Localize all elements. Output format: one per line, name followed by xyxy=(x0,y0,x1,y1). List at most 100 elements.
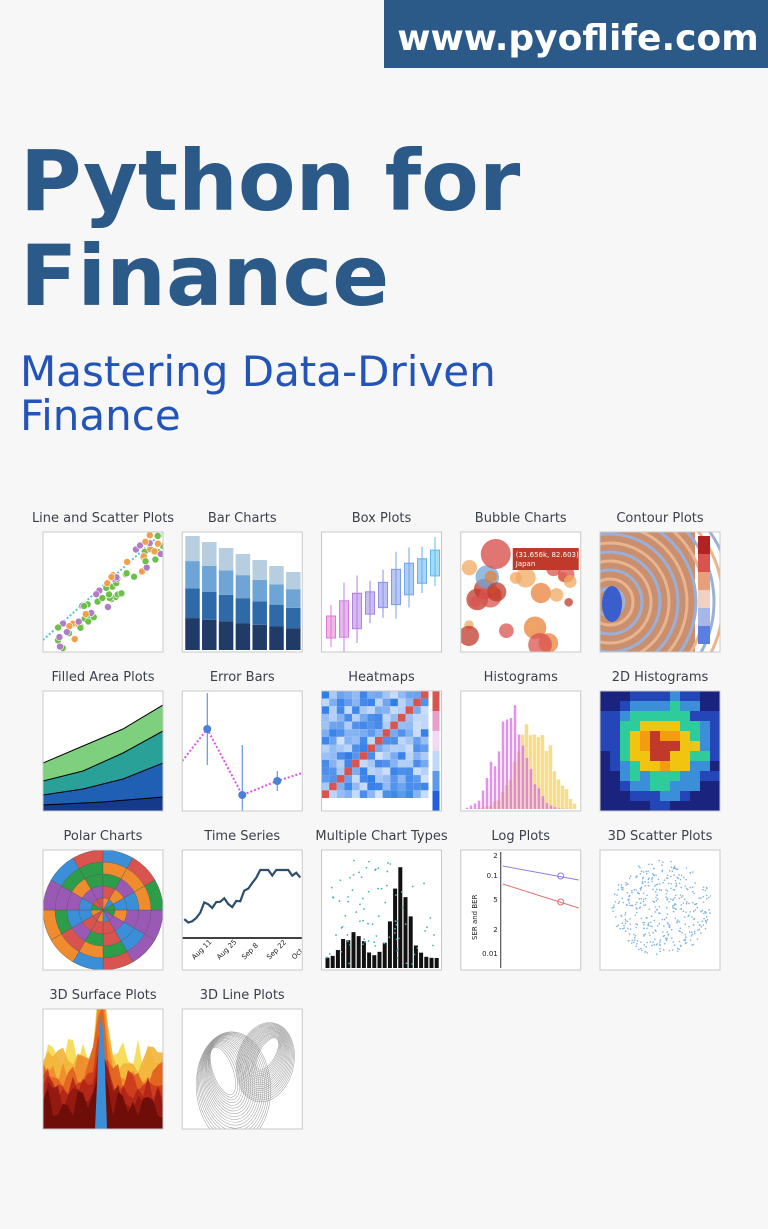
hist-bar xyxy=(549,805,553,809)
heat-cell xyxy=(321,782,330,791)
dot xyxy=(639,873,642,875)
heat-cell xyxy=(321,713,330,722)
heat-cell xyxy=(375,752,383,760)
dot xyxy=(689,871,692,874)
bar-segment xyxy=(252,601,267,625)
dot xyxy=(663,925,665,928)
dot xyxy=(692,910,695,913)
thumbnail-border xyxy=(181,690,303,812)
heat-cell xyxy=(382,752,391,760)
bubble xyxy=(487,582,507,602)
dot xyxy=(675,882,677,885)
dot xyxy=(361,897,364,900)
dot xyxy=(388,936,391,939)
dot xyxy=(84,617,93,626)
heat-cell xyxy=(413,752,421,760)
dot xyxy=(684,923,687,926)
trajectory xyxy=(244,1029,287,1087)
trajectory xyxy=(237,1023,294,1101)
dot xyxy=(367,860,370,863)
tooltip xyxy=(512,548,579,570)
dot xyxy=(651,925,653,928)
hist2d-cell xyxy=(660,781,670,791)
hist2d-cell xyxy=(610,791,620,801)
dot xyxy=(620,884,623,886)
hist2d-cell xyxy=(690,711,700,721)
dot xyxy=(685,902,688,905)
dot xyxy=(693,892,695,895)
line xyxy=(182,727,303,797)
heat-cell xyxy=(329,691,337,699)
dot xyxy=(676,868,679,871)
bar-segment xyxy=(269,604,284,627)
hist2d-cell xyxy=(710,781,720,791)
dot xyxy=(640,887,642,890)
hist-bar xyxy=(536,737,541,809)
dot xyxy=(688,914,690,916)
dot xyxy=(344,914,347,917)
heat-cell xyxy=(397,752,406,760)
thumbnail xyxy=(43,1009,163,1129)
dot xyxy=(394,920,397,923)
dot xyxy=(432,944,434,947)
dot xyxy=(401,906,404,909)
dot xyxy=(644,885,646,887)
dot xyxy=(651,872,654,875)
heat-cell xyxy=(367,698,375,707)
heat-cell xyxy=(390,782,398,791)
dot xyxy=(655,888,658,891)
trajectory xyxy=(195,1031,271,1129)
dot xyxy=(674,867,677,870)
dot xyxy=(706,918,709,921)
thumbnail xyxy=(182,1009,303,1129)
contour xyxy=(657,532,698,652)
hist2d-cell xyxy=(680,711,690,721)
heat-cell xyxy=(390,744,398,753)
dot xyxy=(700,925,703,928)
dot xyxy=(400,891,403,893)
dot xyxy=(352,859,355,862)
dot xyxy=(688,931,691,933)
dot xyxy=(650,944,653,947)
heat-cell xyxy=(405,713,414,722)
dot xyxy=(347,900,350,903)
bubble xyxy=(564,597,573,607)
dot xyxy=(395,938,398,941)
dot xyxy=(647,922,650,924)
dot xyxy=(682,895,684,897)
bar-segment xyxy=(235,575,251,599)
dot xyxy=(153,532,162,540)
heat-cell xyxy=(405,775,414,783)
dot xyxy=(397,937,400,940)
dot xyxy=(668,949,671,952)
heat-cell xyxy=(321,759,330,768)
bar xyxy=(325,957,330,968)
dot xyxy=(708,908,710,911)
dot xyxy=(648,932,650,934)
heat-cell xyxy=(390,721,398,730)
heat-cell xyxy=(413,691,421,699)
dot xyxy=(670,887,672,890)
hist-bar xyxy=(557,808,561,809)
dot xyxy=(326,956,328,959)
hist2d-cell xyxy=(630,721,640,731)
dot xyxy=(678,874,680,876)
dot xyxy=(685,901,688,903)
dot xyxy=(691,886,694,888)
heat-cell xyxy=(329,767,337,776)
hist2d-cell xyxy=(690,731,700,741)
dot xyxy=(683,898,686,901)
dot xyxy=(680,896,683,899)
dot xyxy=(635,889,638,891)
box xyxy=(365,591,375,615)
dot xyxy=(657,878,660,881)
dot xyxy=(680,886,683,889)
bar-segment xyxy=(252,560,267,580)
heat-cell xyxy=(367,736,375,745)
thumbnail-label: Bubble Charts xyxy=(475,511,567,526)
dot xyxy=(82,610,90,618)
trajectory xyxy=(243,1028,288,1089)
bar-segment xyxy=(202,619,217,650)
bar xyxy=(341,939,346,968)
dot xyxy=(688,925,690,928)
